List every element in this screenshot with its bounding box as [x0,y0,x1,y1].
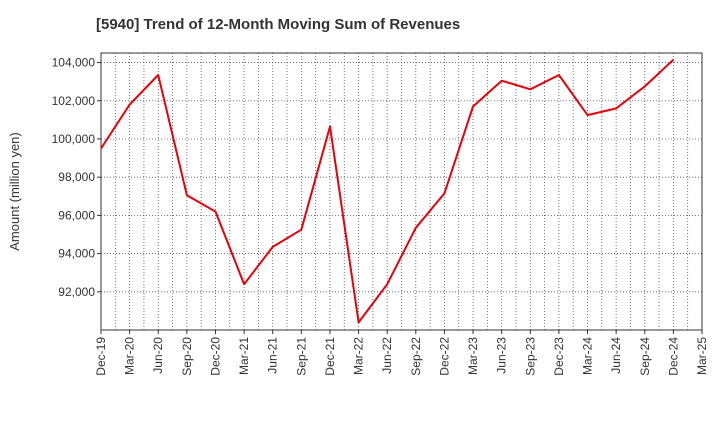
y-tick-label: 92,000 [58,285,95,299]
x-tick-label: Mar-20 [123,337,137,375]
x-tick-label: Sep-23 [523,337,537,376]
x-tick-label: Mar-21 [237,337,251,375]
horizontal-gridlines [101,62,702,293]
x-tick-label: Mar-24 [581,337,595,375]
plot-area-frame [100,52,703,331]
x-tick-label: Dec-24 [666,337,680,376]
x-tick-label: Mar-23 [466,337,480,375]
y-tick-label: 98,000 [58,170,95,184]
x-tick-label: Jun-20 [151,337,165,374]
y-axis-ticks: 92,000 94,000 96,000 98,000 100,000 102,000 10… [52,56,101,299]
x-tick-label: Mar-22 [352,337,366,375]
x-tick-label: Jun-21 [266,337,280,374]
y-tick-label: 104,000 [52,56,96,70]
x-tick-label: Sep-22 [409,337,423,376]
chart-title: [5940] Trend of 12-Month Moving Sum of R… [96,16,461,33]
x-tick-label: Sep-21 [294,337,308,376]
x-tick-label: Sep-24 [638,337,652,376]
x-axis-ticks: Dec-19 Mar-20 Jun-20 Sep-20 Dec-20 Mar-21 Jun-… [94,330,709,376]
x-tick-label: Jun-23 [495,337,509,374]
x-tick-label: Jun-24 [609,337,623,374]
x-tick-label: Dec-23 [552,337,566,376]
y-axis-label: Amount (million yen) [7,132,22,251]
y-tick-label: 102,000 [52,94,96,108]
x-tick-label: Dec-20 [208,337,222,376]
x-tick-label: Dec-21 [323,337,337,376]
vertical-gridlines [114,53,689,330]
x-tick-label: Sep-20 [180,337,194,376]
x-tick-label: Jun-22 [380,337,394,374]
x-tick-label: Dec-22 [437,337,451,376]
x-tick-label: Dec-19 [94,337,108,376]
y-tick-label: 100,000 [52,132,96,146]
x-tick-label: Mar-25 [695,337,709,375]
series-line [100,58,675,324]
series-group [100,58,675,324]
y-tick-label: 94,000 [58,247,95,261]
y-tick-label: 96,000 [58,208,95,222]
